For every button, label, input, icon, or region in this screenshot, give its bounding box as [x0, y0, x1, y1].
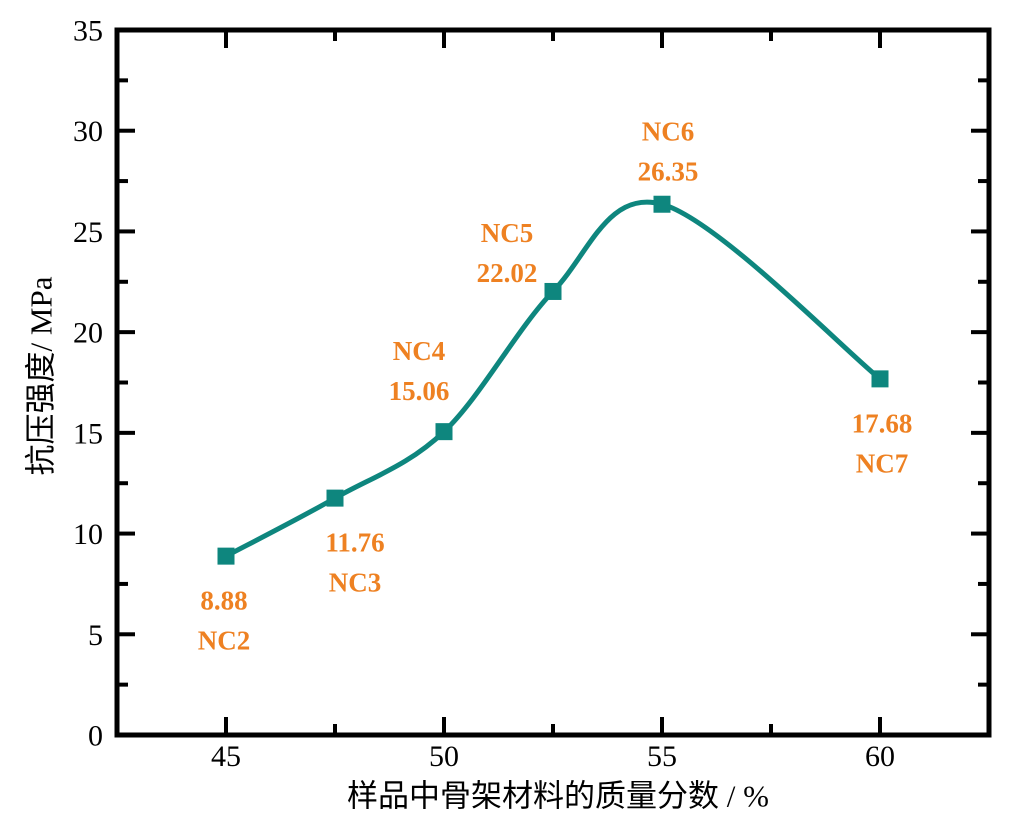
- data-label-NC5-line1: NC5: [481, 218, 534, 248]
- series-curve-compressive-strength: [223, 199, 883, 559]
- data-label-NC3-line1: 11.76: [325, 528, 384, 558]
- data-label-NC3-line2: NC3: [329, 568, 382, 598]
- data-marker-NC5: [544, 282, 562, 300]
- y-tick-label: 5: [88, 619, 103, 652]
- x-tick-label: 50: [429, 740, 459, 773]
- y-tick-label: 0: [88, 720, 103, 753]
- data-label-NC6-line1: NC6: [642, 117, 695, 147]
- data-label-NC4-line1: NC4: [393, 336, 446, 366]
- data-label-NC2-line1: 8.88: [200, 586, 247, 616]
- x-axis-title: 样品中骨架材料的质量分数 / %: [347, 778, 769, 814]
- data-label-NC7-line2: NC7: [856, 448, 909, 478]
- data-marker-NC2: [217, 547, 235, 565]
- x-tick-label: 45: [211, 740, 241, 773]
- x-tick-label: 60: [865, 740, 895, 773]
- x-tick-label: 55: [647, 740, 677, 773]
- data-marker-NC4: [435, 423, 453, 441]
- y-tick-label: 30: [73, 115, 103, 148]
- data-label-NC2-line2: NC2: [198, 626, 251, 656]
- data-label-NC6-line2: 26.35: [638, 157, 699, 187]
- y-tick-label: 25: [73, 216, 103, 249]
- data-label-NC5-line2: 22.02: [477, 258, 538, 288]
- data-marker-NC6: [653, 195, 671, 213]
- y-tick-label: 20: [73, 317, 103, 350]
- plot-frame: [114, 27, 992, 738]
- data-marker-NC7: [871, 370, 889, 388]
- y-tick-label: 15: [73, 417, 103, 450]
- y-tick-label: 35: [73, 15, 103, 48]
- y-tick-label: 10: [73, 518, 103, 551]
- y-axis-title: 抗压强度/ MPa: [23, 276, 59, 476]
- data-marker-NC3: [326, 489, 344, 507]
- data-label-NC4-line2: 15.06: [389, 376, 450, 406]
- data-label-NC7-line1: 17.68: [852, 408, 913, 438]
